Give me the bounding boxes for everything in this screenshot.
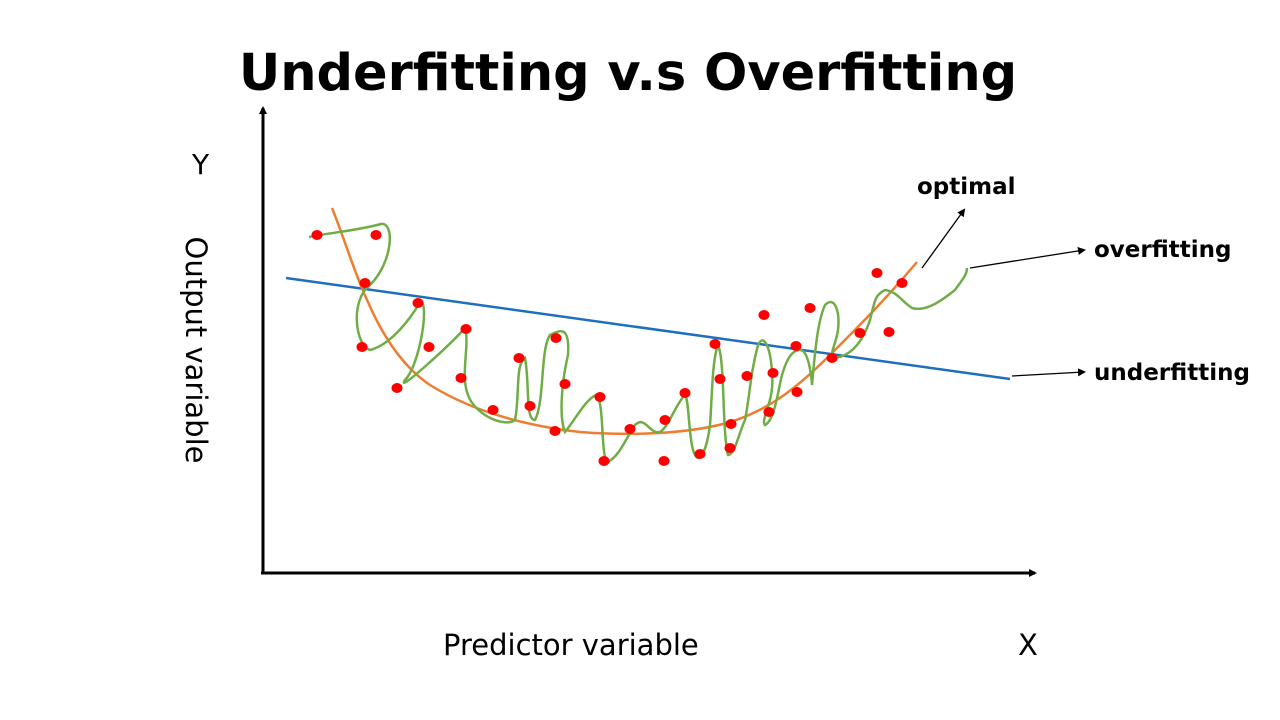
overfitting-arrow bbox=[969, 246, 1086, 269]
data-point bbox=[826, 353, 838, 363]
data-point bbox=[724, 443, 736, 453]
data-point bbox=[741, 371, 753, 381]
data-point bbox=[804, 303, 816, 313]
data-point bbox=[423, 342, 435, 352]
data-point bbox=[359, 278, 371, 288]
data-point bbox=[883, 327, 895, 337]
data-point bbox=[725, 419, 737, 429]
underfitting-arrow bbox=[1011, 368, 1086, 377]
underfitting-label: underfitting bbox=[1094, 360, 1250, 386]
overfitting-curve bbox=[308, 222, 969, 464]
data-point bbox=[487, 405, 499, 415]
data-point bbox=[460, 324, 472, 334]
data-point bbox=[550, 333, 562, 343]
data-point bbox=[412, 298, 424, 308]
data-point bbox=[658, 456, 670, 466]
x-axis-label: Predictor variable bbox=[443, 628, 699, 662]
data-point bbox=[370, 230, 382, 240]
optimal-label: optimal bbox=[917, 174, 1016, 200]
data-point bbox=[694, 449, 706, 459]
diagram-title: Underfitting v.s Overfitting bbox=[238, 44, 1018, 103]
data-point bbox=[598, 456, 610, 466]
data-point bbox=[559, 379, 571, 389]
underfitting-line bbox=[285, 276, 1011, 381]
data-point bbox=[714, 374, 726, 384]
data-point bbox=[659, 415, 671, 425]
data-point bbox=[790, 341, 802, 351]
data-point bbox=[871, 268, 883, 278]
data-points bbox=[311, 230, 908, 466]
data-point bbox=[391, 383, 403, 393]
y-axis-letter: Y bbox=[192, 148, 210, 181]
data-point bbox=[679, 388, 691, 398]
data-point bbox=[311, 230, 323, 240]
overfitting-label: overfitting bbox=[1094, 237, 1232, 263]
data-point bbox=[624, 424, 636, 434]
data-point bbox=[594, 392, 606, 402]
optimal-arrow bbox=[921, 208, 966, 269]
data-point bbox=[549, 426, 561, 436]
data-point bbox=[513, 353, 525, 363]
data-point bbox=[854, 328, 866, 338]
data-point bbox=[763, 407, 775, 417]
data-point bbox=[896, 278, 908, 288]
data-point bbox=[356, 342, 368, 352]
data-point bbox=[709, 339, 721, 349]
data-point bbox=[455, 373, 467, 383]
optimal-curve bbox=[330, 207, 918, 436]
data-point bbox=[524, 401, 536, 411]
data-point bbox=[758, 310, 770, 320]
data-point bbox=[791, 387, 803, 397]
data-point bbox=[767, 368, 779, 378]
x-axis-letter: X bbox=[1018, 628, 1038, 662]
